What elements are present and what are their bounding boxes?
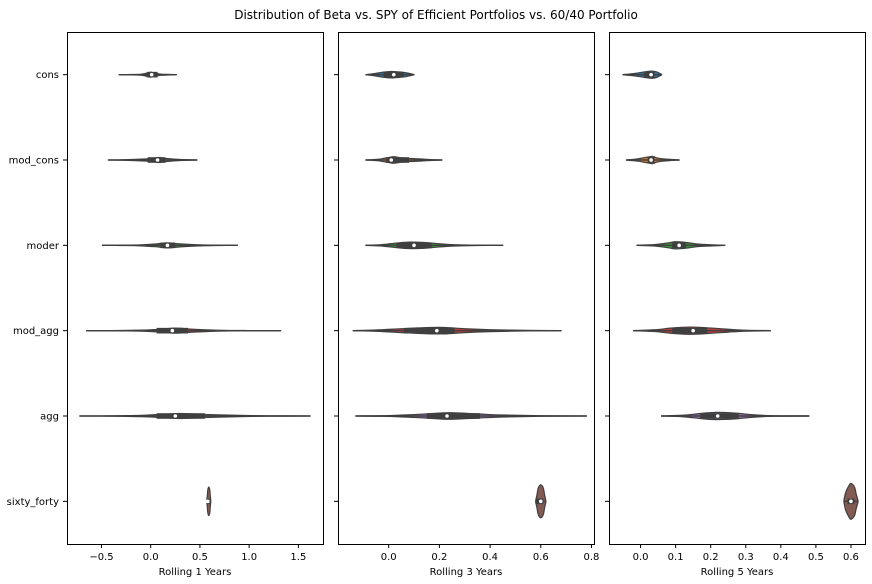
violin-median-dot — [849, 499, 853, 504]
x-axis-label: Rolling 3 Years — [430, 567, 503, 578]
x-tick-label: 0.6 — [843, 552, 859, 563]
panel-3: 0.0 0.1 0.2 0.3 0.4 0.5 0.6 Rolling 5 Years — [605, 32, 866, 578]
panel-1: −0.5 0.0 0.5 1.0 1.5 Rolling 1 Years cons mod_c… — [7, 32, 324, 578]
violin-median-dot — [445, 414, 449, 418]
panel-frame — [67, 32, 324, 545]
y-tick-label-moder: moder — [27, 241, 60, 252]
y-tick-label-cons: cons — [36, 70, 59, 81]
x-tick-label: 0.4 — [773, 552, 789, 563]
violin-mod-cons — [365, 156, 443, 164]
violin-median-dot — [149, 72, 154, 77]
violin-median-dot — [170, 328, 175, 333]
x-tick-label: 0.3 — [738, 552, 754, 563]
violin-cons — [365, 70, 415, 79]
panel-frame — [338, 32, 595, 545]
violin-median-dot — [677, 243, 681, 248]
x-tick-label: 1.5 — [290, 552, 306, 563]
x-tick-label: 0.0 — [381, 552, 397, 563]
x-tick-label: 0.0 — [633, 552, 649, 563]
x-tick-label: 0.6 — [533, 552, 549, 563]
violin-mod-agg — [632, 326, 771, 335]
chart-panels: −0.5 0.0 0.5 1.0 1.5 Rolling 1 Years cons mod_c… — [7, 32, 866, 578]
violin-median-dot — [155, 158, 160, 162]
violin-sixty-forty — [843, 482, 859, 520]
x-tick-label: 0.1 — [668, 552, 684, 563]
violin-mod-agg — [352, 326, 562, 335]
violin-cons — [118, 71, 177, 78]
violin-median-dot — [649, 72, 653, 77]
x-axis-label: Rolling 1 Years — [159, 567, 232, 578]
violin-sixty-forty — [535, 484, 547, 519]
x-tick-label: −0.5 — [89, 552, 113, 563]
violin-cons — [622, 70, 663, 79]
x-tick-label: 0.2 — [703, 552, 719, 563]
x-tick-label: 0.4 — [482, 552, 498, 563]
chart-title: Distribution of Beta vs. SPY of Efficien… — [234, 8, 638, 22]
violin-median-dot — [173, 414, 178, 418]
violin-moder — [636, 241, 726, 250]
violin-mod-agg — [86, 327, 282, 334]
violin-mod-cons — [625, 155, 680, 165]
violin-agg — [661, 411, 810, 421]
x-tick-label: 0.2 — [431, 552, 447, 563]
violin-iqr-box — [156, 413, 205, 419]
violin-agg — [355, 412, 587, 420]
violin-median-dot — [649, 158, 653, 162]
y-tick-label-sixty-forty: sixty_forty — [7, 497, 59, 508]
x-tick-label: 0.5 — [808, 552, 824, 563]
violin-agg — [79, 412, 311, 420]
violin-moder — [101, 242, 238, 249]
violin-median-dot — [389, 158, 394, 162]
violin-moder — [365, 241, 504, 250]
violin-iqr-box — [426, 413, 480, 419]
x-tick-label: 0.5 — [192, 552, 208, 563]
violin-median-dot — [435, 328, 439, 333]
y-tick-label-agg: agg — [40, 412, 59, 423]
violin-sixty-forty — [206, 486, 212, 517]
x-tick-label: 0.8 — [584, 552, 600, 563]
panel-frame — [609, 32, 866, 545]
x-axis-label: Rolling 5 Years — [701, 567, 774, 578]
violin-median-dot — [165, 243, 170, 248]
violin-median-dot — [391, 72, 396, 77]
panel-2: 0.0 0.2 0.4 0.6 0.8 Rolling 3 Years — [334, 32, 600, 578]
violin-median-dot — [691, 328, 695, 333]
violin-median-dot — [538, 499, 543, 504]
x-tick-label: 0.0 — [143, 552, 159, 563]
violin-median-dot — [715, 414, 720, 418]
violin-iqr-box — [672, 327, 708, 334]
violin-median-dot — [412, 243, 416, 248]
violin-iqr-box — [403, 327, 455, 334]
y-tick-label-mod-cons: mod_cons — [9, 156, 59, 167]
x-tick-label: 1.0 — [241, 552, 257, 563]
violin-iqr-box — [386, 157, 409, 163]
violin-mod-cons — [107, 156, 198, 164]
violin-median-dot — [206, 499, 210, 504]
y-tick-label-mod-agg: mod_agg — [13, 326, 59, 337]
